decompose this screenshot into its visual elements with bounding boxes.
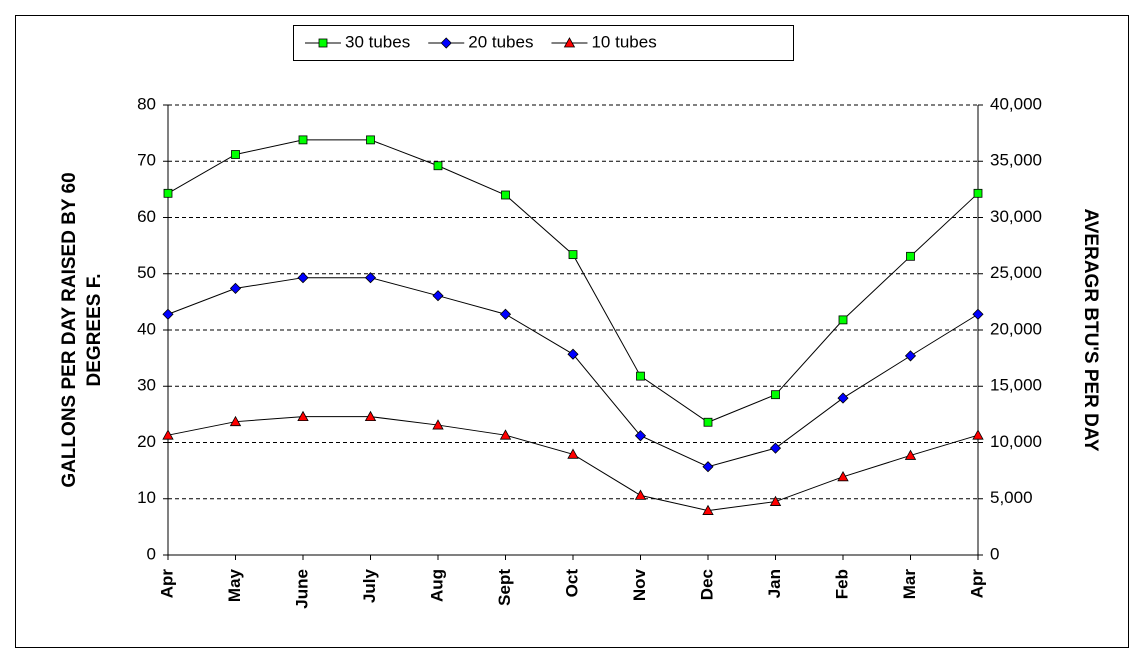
marker [364, 272, 377, 284]
marker [972, 308, 984, 320]
marker [433, 161, 443, 171]
marker [432, 419, 444, 430]
y2-tick-label: 25,000 [990, 263, 1042, 282]
y2-tick-label: 35,000 [990, 151, 1042, 170]
marker [297, 272, 309, 284]
y-tick-label: 50 [137, 263, 156, 282]
legend-label: 30 tubes [345, 32, 410, 51]
marker [366, 135, 375, 145]
x-tick-label: Dec [697, 569, 716, 600]
marker [162, 308, 174, 320]
x-tick-label: Apr [157, 569, 176, 599]
x-tick-label: Mar [900, 569, 919, 600]
legend-box [293, 25, 794, 61]
marker [229, 415, 242, 427]
y2-tick-label: 5,000 [990, 488, 1033, 507]
marker [501, 190, 510, 200]
marker [771, 390, 780, 400]
x-tick-label: July [360, 568, 379, 603]
y-tick-label: 20 [137, 432, 156, 451]
marker [318, 38, 328, 48]
x-tick-label: Feb [832, 569, 851, 599]
marker [702, 504, 714, 515]
y-tick-label: 40 [137, 319, 156, 338]
marker [499, 308, 512, 320]
marker [906, 251, 915, 261]
x-tick-label: May [225, 568, 244, 602]
marker [973, 188, 983, 198]
marker [904, 350, 917, 362]
marker [297, 410, 309, 422]
x-tick-label: Jan [765, 569, 784, 598]
marker [499, 429, 512, 440]
chart-frame [15, 15, 1129, 648]
y-tick-label: 60 [137, 207, 156, 226]
legend-label: 20 tubes [468, 32, 533, 51]
x-tick-label: Aug [427, 569, 446, 602]
marker [162, 429, 174, 440]
marker [440, 37, 452, 49]
marker [568, 250, 578, 260]
y-axis-label: GALLONS PER DAY RAISED BY 60 DEGREES F. [59, 172, 105, 487]
y2-tick-label: 15,000 [990, 376, 1042, 395]
y2-tick-label: 40,000 [990, 94, 1042, 113]
marker [837, 392, 849, 404]
x-tick-label: Oct [562, 569, 581, 598]
y-axis-label-line: GALLONS PER DAY RAISED BY 60 [59, 172, 80, 487]
y-tick-label: 0 [147, 544, 156, 563]
marker [298, 135, 308, 145]
y2-tick-label: 0 [990, 544, 999, 563]
marker [636, 371, 645, 381]
marker [837, 470, 849, 482]
y2-tick-label: 30,000 [990, 207, 1042, 226]
marker [567, 348, 579, 360]
y-tick-label: 80 [137, 94, 156, 113]
marker [769, 442, 782, 454]
y-tick-label: 10 [137, 488, 156, 507]
x-tick-label: Nov [630, 568, 649, 601]
x-tick-label: June [292, 569, 311, 609]
y2-tick-label: 10,000 [990, 432, 1042, 451]
marker [567, 448, 579, 459]
x-tick-label: Apr [967, 569, 986, 599]
marker [634, 430, 647, 442]
marker [432, 290, 444, 302]
legend-label: 10 tubes [591, 32, 656, 51]
marker [769, 495, 782, 506]
marker [634, 489, 647, 500]
x-tick-label: Sept [495, 569, 514, 606]
marker [838, 315, 848, 325]
y-tick-label: 70 [137, 151, 156, 170]
marker [904, 449, 917, 460]
marker [231, 150, 240, 159]
marker [972, 429, 984, 440]
marker [563, 37, 576, 48]
marker [163, 188, 173, 198]
marker [702, 461, 714, 473]
y2-axis-label: AVERAGR BTU'S PER DAY [1080, 208, 1101, 451]
marker [703, 417, 713, 427]
y-tick-label: 30 [137, 376, 156, 395]
y2-tick-label: 20,000 [990, 319, 1042, 338]
y-axis-label-line: DEGREES F. [84, 274, 105, 387]
marker [229, 282, 242, 294]
marker [364, 410, 377, 422]
